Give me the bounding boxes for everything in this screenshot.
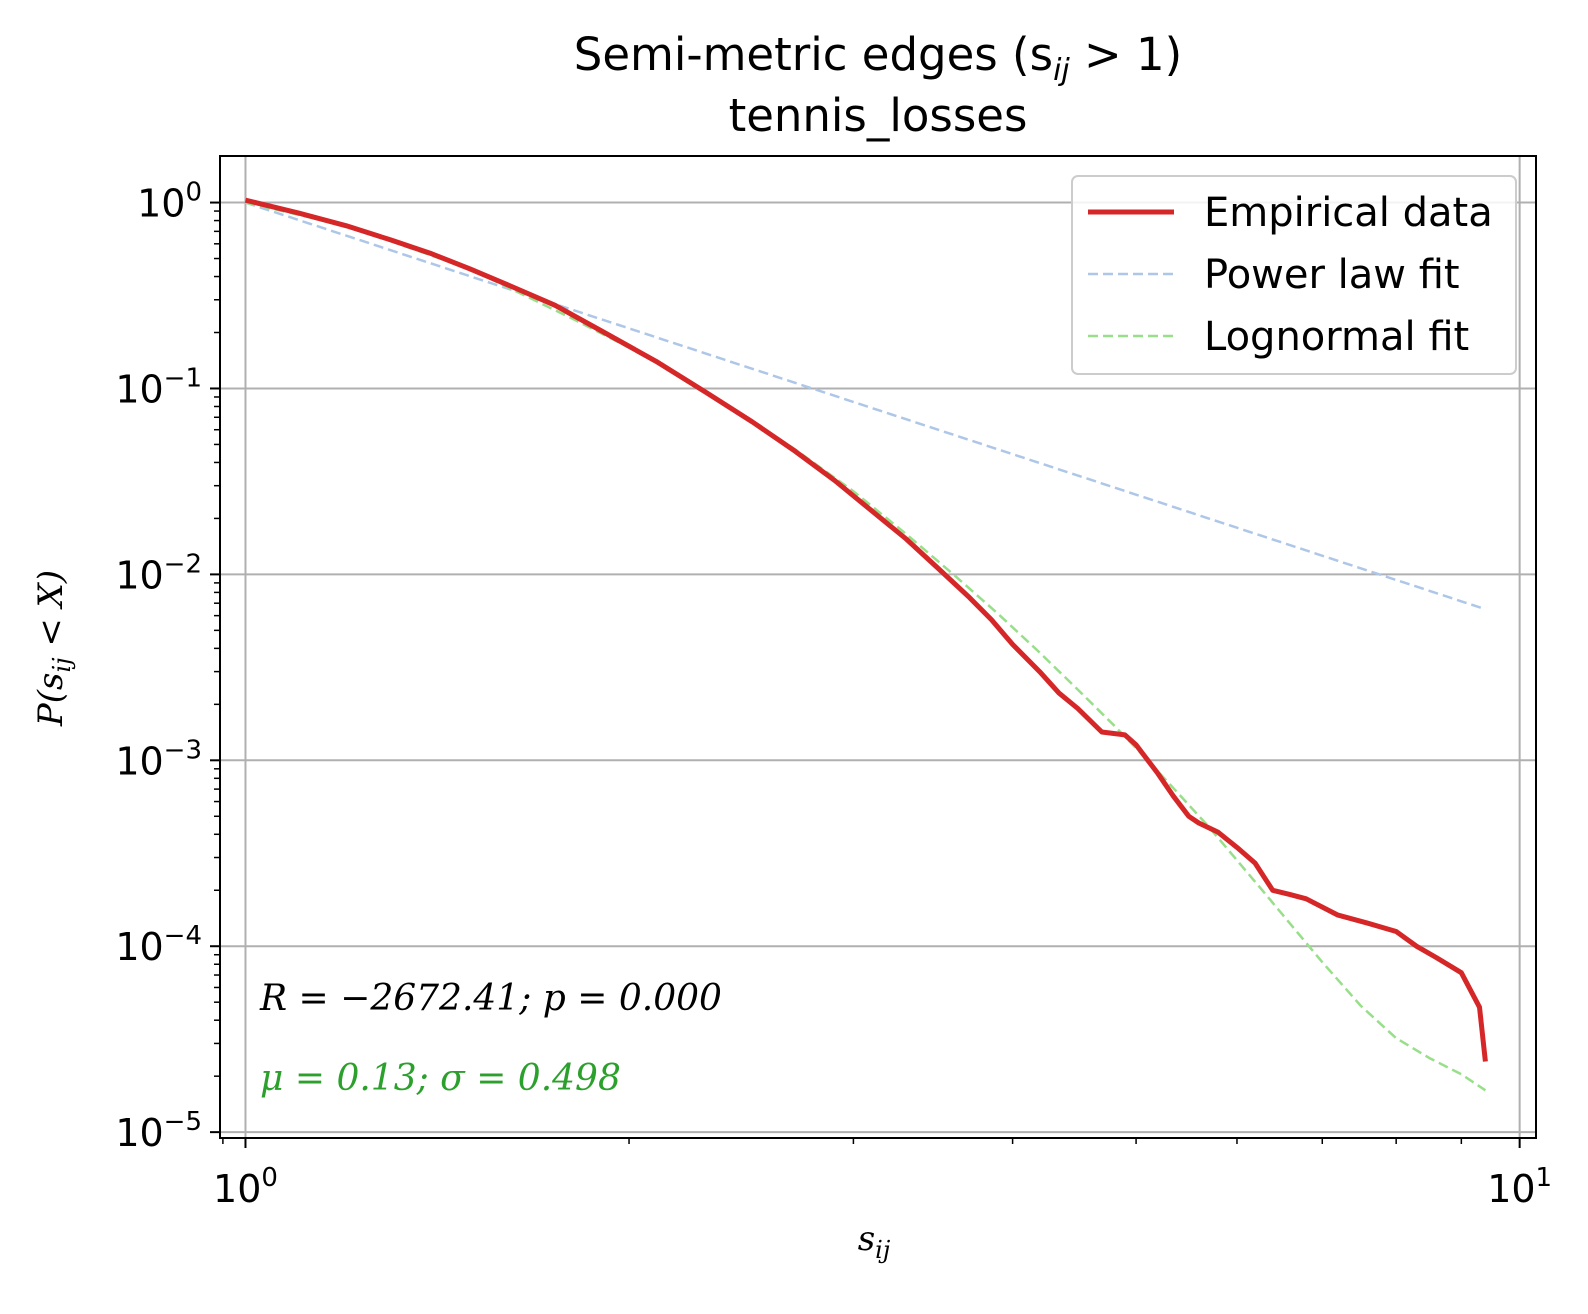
y-tick-label: 10−2 [115, 549, 202, 597]
y-tick-label: 100 [137, 178, 202, 226]
legend-box [1071, 175, 1517, 375]
legend-label-power-law: Power law fit [1204, 252, 1460, 298]
y-axis-label: P(sij < X) [31, 570, 76, 727]
grid [220, 156, 1536, 1138]
chart-title: Semi-metric edges (sij > 1) [574, 28, 1182, 88]
annotation-ratio-test: R = −2672.41; p = 0.000 [259, 978, 722, 1019]
chart-subtitle: tennis_losses [729, 89, 1028, 142]
legend: Empirical data Power law fit Lognormal f… [1071, 175, 1517, 375]
legend-label-lognormal: Lognormal fit [1204, 314, 1469, 360]
series-empirical-line [244, 197, 1488, 1062]
series-power-law-line [245, 201, 1486, 611]
legend-label-empirical: Empirical data [1204, 190, 1493, 236]
plot-frame [219, 155, 1537, 1139]
y-tick-label: 10−1 [115, 363, 202, 411]
y-tick-label: 10−5 [115, 1107, 202, 1155]
x-axis-label: sij [858, 1219, 891, 1264]
y-tick-label: 10−3 [115, 735, 202, 783]
x-tick-label: 100 [213, 1163, 278, 1211]
annotation-lognormal-params: μ = 0.13; σ = 0.498 [260, 1058, 621, 1099]
y-tick-label: 10−4 [115, 921, 202, 969]
series-group [244, 197, 1488, 1092]
x-tick-label: 101 [1487, 1163, 1552, 1211]
